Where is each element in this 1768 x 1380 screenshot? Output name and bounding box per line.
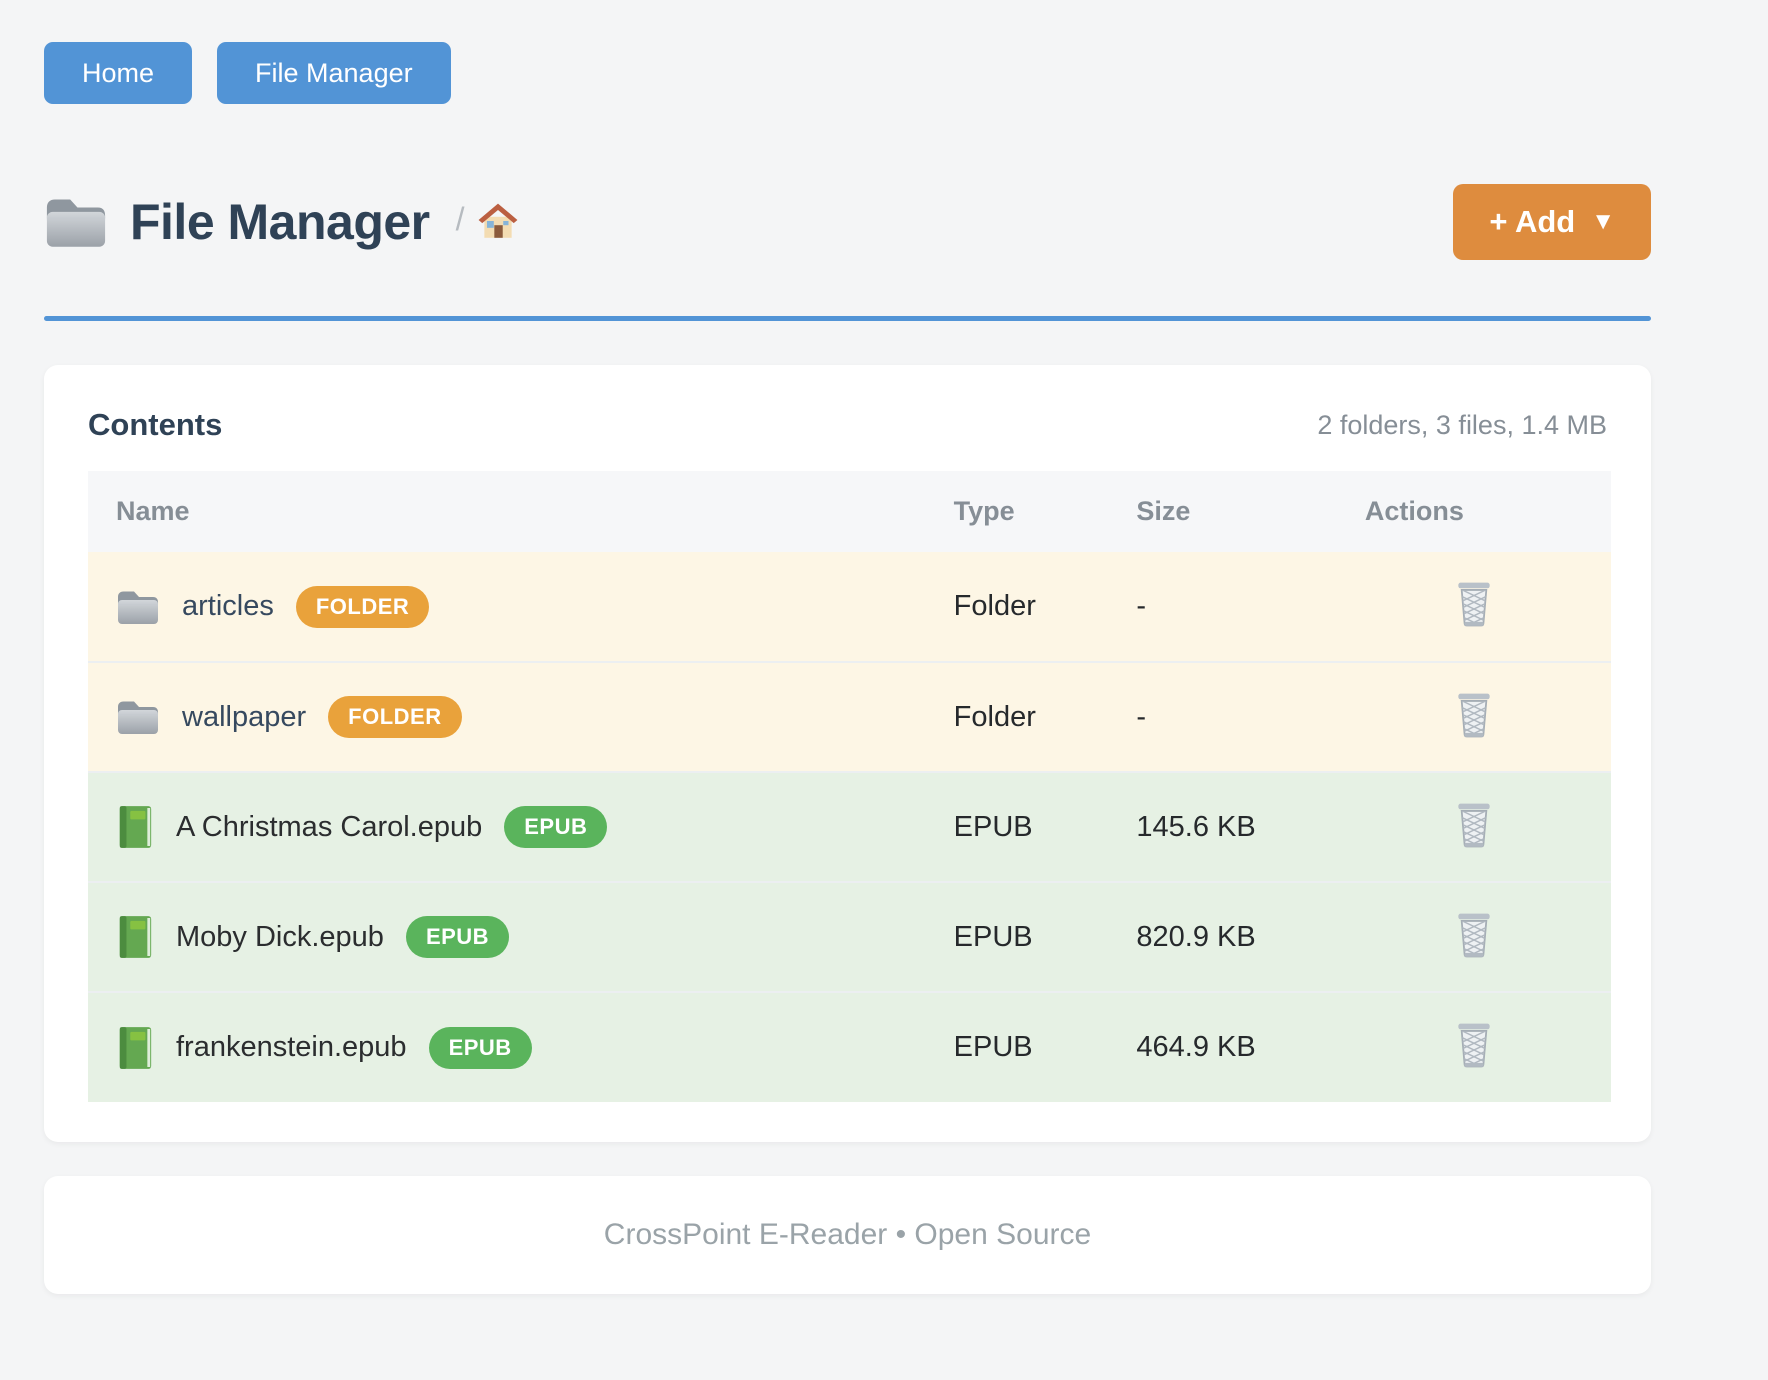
contents-summary: 2 folders, 3 files, 1.4 MB [1317, 409, 1607, 440]
nav-home-button[interactable]: Home [44, 42, 193, 104]
folder-name-link[interactable]: wallpaper [182, 700, 307, 733]
type-badge: FOLDER [295, 585, 430, 628]
breadcrumb-separator: / [455, 201, 465, 237]
page-title: File Manager [130, 194, 430, 250]
trash-icon [1454, 692, 1494, 739]
trash-icon [1454, 581, 1494, 628]
top-nav: Home File Manager [44, 0, 1651, 104]
delete-button[interactable] [1450, 908, 1498, 963]
file-name: A Christmas Carol.epub [176, 810, 483, 843]
trash-icon [1454, 802, 1494, 849]
files-table: Name Type Size Actions articles FOLDER [88, 471, 1611, 1102]
delete-button[interactable] [1450, 577, 1498, 632]
delete-button[interactable] [1450, 688, 1498, 743]
file-name: Moby Dick.epub [176, 920, 384, 953]
folder-icon [44, 194, 108, 250]
table-row: Moby Dick.epub EPUB EPUB 820.9 KB [88, 882, 1611, 992]
table-row: articles FOLDER Folder - [88, 552, 1611, 662]
column-header-name: Name [88, 471, 926, 552]
table-row: A Christmas Carol.epub EPUB EPUB 145.6 K… [88, 772, 1611, 882]
page-header: File Manager / + Add ▼ [44, 184, 1651, 260]
contents-card: Contents 2 folders, 3 files, 1.4 MB Name… [44, 365, 1651, 1142]
page: Home File Manager File Manager / + Add ▼… [44, 0, 1651, 1294]
type-badge: EPUB [405, 916, 510, 958]
table-row: wallpaper FOLDER Folder - [88, 662, 1611, 772]
footer-card: CrossPoint E-Reader • Open Source [44, 1176, 1651, 1294]
folder-icon [116, 587, 160, 627]
delete-button[interactable] [1450, 1018, 1498, 1073]
footer-text: CrossPoint E-Reader • Open Source [603, 1218, 1092, 1251]
type-cell: EPUB [925, 882, 1109, 992]
type-cell: EPUB [925, 992, 1109, 1102]
header-divider [44, 316, 1651, 321]
add-button[interactable]: + Add ▼ [1453, 184, 1651, 260]
home-icon[interactable] [477, 201, 519, 241]
column-header-type: Type [925, 471, 1109, 552]
table-header-row: Name Type Size Actions [88, 471, 1611, 552]
book-icon [116, 914, 154, 960]
folder-icon [116, 697, 160, 737]
table-row: frankenstein.epub EPUB EPUB 464.9 KB [88, 992, 1611, 1102]
file-name: frankenstein.epub [176, 1031, 407, 1063]
trash-icon [1454, 1022, 1494, 1069]
chevron-down-icon: ▼ [1591, 208, 1615, 235]
contents-title: Contents [88, 407, 223, 442]
contents-card-header: Contents 2 folders, 3 files, 1.4 MB [88, 407, 1611, 443]
type-badge: EPUB [504, 806, 608, 848]
type-badge: EPUB [428, 1026, 532, 1069]
type-cell: Folder [925, 552, 1109, 662]
book-icon [116, 804, 154, 850]
size-cell: 464.9 KB [1108, 992, 1337, 1102]
size-cell: 820.9 KB [1108, 882, 1337, 992]
book-icon [116, 1025, 154, 1071]
breadcrumb: / [456, 201, 519, 243]
column-header-size: Size [1108, 471, 1337, 552]
trash-icon [1454, 912, 1494, 959]
column-header-actions: Actions [1336, 471, 1611, 552]
type-cell: EPUB [925, 772, 1109, 882]
folder-name-link[interactable]: articles [182, 590, 274, 622]
size-cell: - [1108, 552, 1337, 662]
delete-button[interactable] [1450, 798, 1498, 853]
type-badge: FOLDER [328, 696, 462, 738]
nav-file-manager-button[interactable]: File Manager [217, 42, 451, 104]
type-cell: Folder [925, 662, 1109, 772]
size-cell: - [1108, 662, 1337, 772]
add-button-label: + Add [1489, 204, 1576, 239]
size-cell: 145.6 KB [1108, 772, 1337, 882]
